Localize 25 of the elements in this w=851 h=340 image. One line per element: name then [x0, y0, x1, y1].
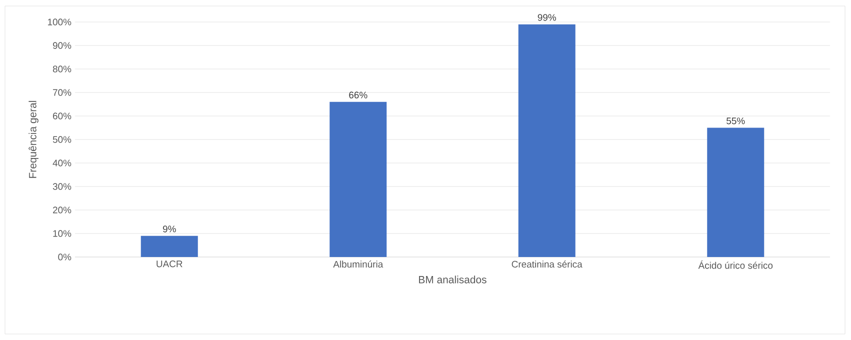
y-tick-label: 10% [53, 230, 72, 237]
y-tick-label: 60% [53, 112, 72, 120]
x-tick-label: UACR [156, 260, 182, 268]
data-label: 99% [538, 14, 556, 21]
y-tick-label: 30% [52, 183, 72, 190]
y-tick-label: 100% [48, 18, 72, 26]
y-axis-title: Frequência geral [28, 100, 38, 178]
y-tick-label: 40% [52, 160, 72, 166]
x-axis-title: BM analisados [419, 276, 486, 284]
x-tick-label: Ácido úrico sérico [698, 260, 773, 269]
bar [518, 24, 576, 257]
x-tick-label: Creatinina sérica [512, 260, 582, 268]
y-tick-label: 50% [52, 136, 72, 143]
y-tick-label: 90% [52, 42, 72, 49]
y-tick-label: 70% [53, 89, 72, 96]
y-tick-label: 0% [58, 254, 72, 260]
bar [140, 236, 198, 257]
data-label: 55% [726, 118, 745, 124]
bar [330, 102, 387, 257]
y-tick-label: 80% [52, 66, 72, 72]
data-label: 9% [162, 226, 176, 232]
y-tick-label: 20% [53, 206, 72, 214]
bar [707, 128, 764, 257]
data-label: 66% [349, 92, 368, 98]
x-tick-label: Albuminúria [333, 260, 384, 268]
